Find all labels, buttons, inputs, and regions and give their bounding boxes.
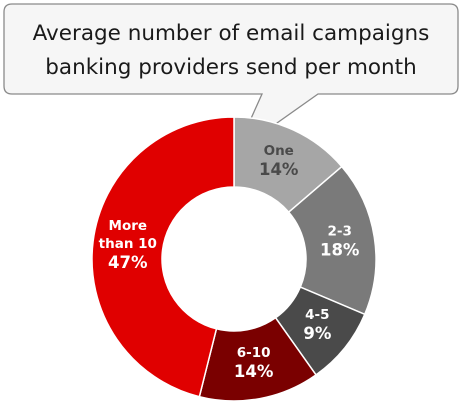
slice-value-2-3: 18% [320,241,360,260]
slice-value-one: 14% [259,160,299,179]
slice-more-than-10 [91,116,235,398]
slice-label-more-than-10-line-2: than 10 [99,236,157,252]
slice-value-4-5: 9% [303,324,331,343]
slice-label-2-3: 2-3 [328,224,352,240]
chart-title-line-2: banking providers send per month [45,55,416,80]
donut-slices [91,116,377,402]
slice-label-one: One [264,143,294,159]
chart-title-line-1: Average number of email campaigns [33,21,430,46]
slice-label-4-5: 4-5 [305,307,329,323]
slice-label-more-than-10-line-1: More [109,218,148,234]
title-callout: Average number of email campaigns bankin… [3,3,459,154]
slice-label-6-10: 6-10 [237,345,271,361]
slice-value-more-than-10: 47% [108,253,148,272]
slice-value-6-10: 14% [234,362,274,381]
